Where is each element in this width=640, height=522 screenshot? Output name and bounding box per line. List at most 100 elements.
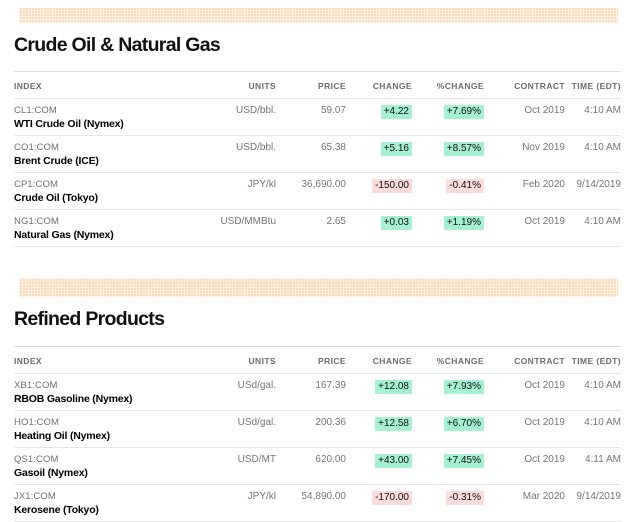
security-name-link[interactable]: Heating Oil (Nymex)	[14, 429, 110, 442]
time-cell: 4:10 AM	[565, 98, 621, 137]
units-cell: USD/bbl.	[204, 135, 276, 174]
time-cell: 4:10 AM	[565, 209, 621, 248]
contract-cell: Oct 2019	[484, 373, 565, 411]
index-cell: CP1:COM Crude Oil (Tokyo)	[14, 172, 204, 211]
column-header-pct-change: %CHANGE	[412, 71, 484, 100]
units-cell: JPY/kl	[204, 484, 276, 522]
ticker-link[interactable]: CP1:COM	[14, 179, 58, 191]
section-title: Crude Oil & Natural Gas	[14, 34, 221, 56]
price-cell: 59.07	[276, 98, 346, 137]
crude-oil-quotes-table: INDEX UNITS PRICE CHANGE %CHANGE CONTRAC…	[14, 71, 621, 248]
ticker-link[interactable]: CO1:COM	[14, 142, 60, 154]
units-cell: USd/gal.	[204, 410, 276, 448]
change-badge: +43.00	[375, 453, 412, 468]
commodities-page: Crude Oil & Natural Gas INDEX UNITS PRIC…	[0, 8, 640, 522]
change-cell: -150.00	[346, 172, 412, 211]
time-cell: 4:10 AM	[565, 135, 621, 174]
index-cell: JX1:COM Kerosene (Tokyo)	[14, 484, 204, 522]
ad-placeholder-band	[19, 8, 618, 23]
price-cell: 65.38	[276, 135, 346, 174]
column-header-contract: CONTRACT	[484, 345, 565, 374]
change-cell: +0.03	[346, 209, 412, 248]
column-header-contract: CONTRACT	[484, 71, 565, 100]
change-badge: +12.08	[375, 379, 412, 394]
table-row: QS1:COM Gasoil (Nymex) USD/MT 620.00 +43…	[14, 447, 621, 485]
pct-change-cell: +1.19%	[412, 209, 484, 248]
section-title: Refined Products	[14, 308, 165, 331]
change-cell: -170.00	[346, 484, 412, 522]
contract-cell: Oct 2019	[484, 209, 565, 248]
contract-cell: Feb 2020	[484, 172, 565, 211]
column-header-time: TIME (EDT)	[565, 345, 621, 374]
security-name-link[interactable]: Kerosene (Tokyo)	[14, 503, 99, 516]
time-cell: 4:10 AM	[565, 373, 621, 411]
security-name-link[interactable]: Crude Oil (Tokyo)	[14, 192, 98, 205]
security-name-link[interactable]: RBOB Gasoline (Nymex)	[14, 392, 133, 405]
price-cell: 620.00	[276, 447, 346, 485]
time-cell: 9/14/2019	[565, 172, 621, 211]
ticker-link[interactable]: QS1:COM	[14, 453, 59, 465]
index-cell: HO1:COM Heating Oil (Nymex)	[14, 410, 204, 448]
security-name-link[interactable]: Brent Crude (ICE)	[14, 155, 99, 168]
price-cell: 200.36	[276, 410, 346, 448]
contract-cell: Oct 2019	[484, 410, 565, 448]
table-row: CL1:COM WTI Crude Oil (Nymex) USD/bbl. 5…	[14, 98, 621, 137]
pct-change-badge: +6.70%	[443, 416, 484, 431]
change-badge: +5.16	[380, 142, 412, 157]
column-header-price: PRICE	[276, 345, 346, 374]
price-cell: 36,690.00	[276, 172, 346, 211]
change-badge: +0.03	[380, 216, 412, 231]
price-cell: 54,890.00	[276, 484, 346, 522]
column-header-change: CHANGE	[346, 71, 412, 100]
contract-cell: Nov 2019	[484, 135, 565, 174]
column-header-price: PRICE	[276, 71, 346, 100]
refined-products-quotes-table: INDEX UNITS PRICE CHANGE %CHANGE CONTRAC…	[14, 345, 621, 522]
table-header-row: INDEX UNITS PRICE CHANGE %CHANGE CONTRAC…	[14, 71, 621, 100]
section-crude-oil-natural-gas: Crude Oil & Natural Gas INDEX UNITS PRIC…	[14, 34, 621, 248]
change-cell: +12.58	[346, 410, 412, 448]
ticker-link[interactable]: JX1:COM	[14, 490, 56, 502]
ticker-link[interactable]: CL1:COM	[14, 105, 57, 117]
index-cell: CO1:COM Brent Crude (ICE)	[14, 135, 204, 174]
ticker-link[interactable]: NG1:COM	[14, 216, 60, 228]
change-badge: -150.00	[372, 179, 412, 194]
column-header-units: UNITS	[204, 71, 276, 100]
ticker-link[interactable]: XB1:COM	[14, 379, 58, 391]
change-badge: +4.22	[380, 105, 412, 120]
column-header-pct-change: %CHANGE	[412, 345, 484, 374]
column-header-time: TIME (EDT)	[565, 71, 621, 100]
index-cell: XB1:COM RBOB Gasoline (Nymex)	[14, 373, 204, 411]
index-cell: QS1:COM Gasoil (Nymex)	[14, 447, 204, 485]
table-row: HO1:COM Heating Oil (Nymex) USd/gal. 200…	[14, 410, 621, 448]
pct-change-badge: +7.45%	[443, 453, 484, 468]
security-name-link[interactable]: Natural Gas (Nymex)	[14, 229, 114, 242]
time-cell: 9/14/2019	[565, 484, 621, 522]
security-name-link[interactable]: WTI Crude Oil (Nymex)	[14, 118, 124, 131]
ticker-link[interactable]: HO1:COM	[14, 416, 60, 428]
ad-placeholder-band	[19, 278, 618, 298]
table-row: CO1:COM Brent Crude (ICE) USD/bbl. 65.38…	[14, 135, 621, 174]
section-refined-products: Refined Products INDEX UNITS PRICE CHANG…	[14, 308, 621, 522]
pct-change-badge: +1.19%	[443, 216, 484, 231]
index-cell: NG1:COM Natural Gas (Nymex)	[14, 209, 204, 248]
change-cell: +5.16	[346, 135, 412, 174]
units-cell: USD/MT	[204, 447, 276, 485]
column-header-change: CHANGE	[346, 345, 412, 374]
pct-change-badge: +7.93%	[443, 379, 484, 394]
index-cell: CL1:COM WTI Crude Oil (Nymex)	[14, 98, 204, 137]
units-cell: USD/bbl.	[204, 98, 276, 137]
pct-change-badge: +7.69%	[443, 105, 484, 120]
security-name-link[interactable]: Gasoil (Nymex)	[14, 466, 88, 479]
column-header-units: UNITS	[204, 345, 276, 374]
table-row: NG1:COM Natural Gas (Nymex) USD/MMBtu 2.…	[14, 209, 621, 248]
contract-cell: Oct 2019	[484, 98, 565, 137]
pct-change-cell: +8.57%	[412, 135, 484, 174]
change-cell: +4.22	[346, 98, 412, 137]
units-cell: JPY/kl	[204, 172, 276, 211]
pct-change-cell: -0.31%	[412, 484, 484, 522]
units-cell: USD/MMBtu	[204, 209, 276, 248]
pct-change-cell: +6.70%	[412, 410, 484, 448]
column-header-index: INDEX	[14, 71, 204, 100]
pct-change-badge: +8.57%	[443, 142, 484, 157]
table-row: CP1:COM Crude Oil (Tokyo) JPY/kl 36,690.…	[14, 172, 621, 211]
